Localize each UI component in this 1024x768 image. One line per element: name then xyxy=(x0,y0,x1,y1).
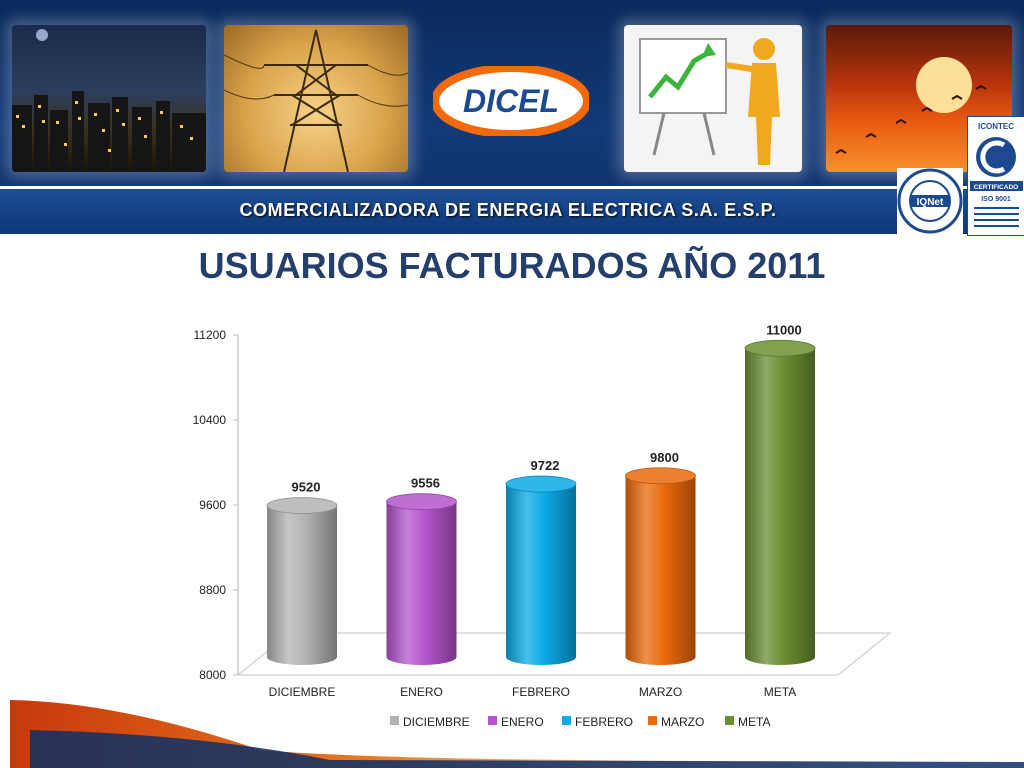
legend-swatch xyxy=(390,716,399,725)
bar-body xyxy=(625,475,696,665)
bar-febrero: 9722 xyxy=(505,458,577,665)
bar-diciembre: 9520 xyxy=(266,480,338,665)
svg-text:ICONTEC: ICONTEC xyxy=(978,122,1014,131)
subtitle-band xyxy=(0,186,1024,234)
legend-label: FEBRERO xyxy=(575,715,633,729)
data-label: 9520 xyxy=(292,480,321,495)
svg-text:IQNet: IQNet xyxy=(917,197,944,208)
sunset-photo xyxy=(826,25,1012,172)
legend-swatch xyxy=(488,716,497,725)
x-tick-label: MARZO xyxy=(639,685,682,699)
icontec-certification-logo: ICONTEC CERTIFICADO ISO 9001 xyxy=(967,116,1024,236)
x-tick-label: FEBRERO xyxy=(512,685,570,699)
power-tower-photo xyxy=(224,25,408,172)
svg-text:CERTIFICADO: CERTIFICADO xyxy=(974,184,1018,191)
bar-body xyxy=(386,501,457,665)
data-label: 9722 xyxy=(531,458,560,473)
y-tick-label: 8800 xyxy=(199,583,226,597)
presenter-chart-photo xyxy=(624,25,802,172)
x-tick-label: DICIEMBRE xyxy=(269,685,336,699)
svg-text:ISO 9001: ISO 9001 xyxy=(981,196,1011,203)
bar-top xyxy=(266,497,338,514)
bar-body xyxy=(745,348,815,665)
bar-top xyxy=(386,493,457,511)
y-tick-label: 10400 xyxy=(193,413,227,427)
data-label: 9800 xyxy=(650,450,679,465)
bar-top xyxy=(625,467,696,485)
city-night-photo xyxy=(12,25,206,172)
chart-title: USUARIOS FACTURADOS AÑO 2011 xyxy=(198,245,826,286)
y-tick-label: 9600 xyxy=(199,498,226,512)
footer-swoosh xyxy=(10,700,1024,768)
data-label: 9556 xyxy=(411,476,440,491)
legend-label: META xyxy=(738,715,770,729)
bar-top xyxy=(744,339,816,357)
company-name: COMERCIALIZADORA DE ENERGIA ELECTRICA S.… xyxy=(239,200,777,220)
y-tick-label: 8000 xyxy=(199,668,226,682)
iqnet-certification-logo: IQNet xyxy=(897,168,963,234)
dicel-logo: DICEL xyxy=(431,64,591,138)
header-banner: DICEL COMERCIALIZADORA DE ENERGIA ELECTR… xyxy=(0,0,1024,234)
legend-swatch xyxy=(725,716,734,725)
legend-label: MARZO xyxy=(661,715,704,729)
bar-meta: 11000 xyxy=(744,322,816,665)
legend-label: ENERO xyxy=(501,715,544,729)
bar-top xyxy=(505,475,577,493)
data-label: 11000 xyxy=(766,322,801,337)
y-tick-label: 11200 xyxy=(194,328,227,342)
bar-chart: 8000 8800 9600 10400 11200 9520 DICIEMBRE 9556 E… xyxy=(193,322,892,729)
x-tick-label: META xyxy=(764,685,796,699)
svg-text:DICEL: DICEL xyxy=(463,83,559,119)
bar-body xyxy=(267,505,337,665)
bar-body xyxy=(506,484,576,665)
legend-swatch xyxy=(562,716,571,725)
legend-swatch xyxy=(648,716,657,725)
bar-enero: 9556 xyxy=(386,476,457,665)
x-tick-label: ENERO xyxy=(400,685,443,699)
legend-label: DICIEMBRE xyxy=(403,715,470,729)
bar-marzo: 9800 xyxy=(625,450,696,665)
